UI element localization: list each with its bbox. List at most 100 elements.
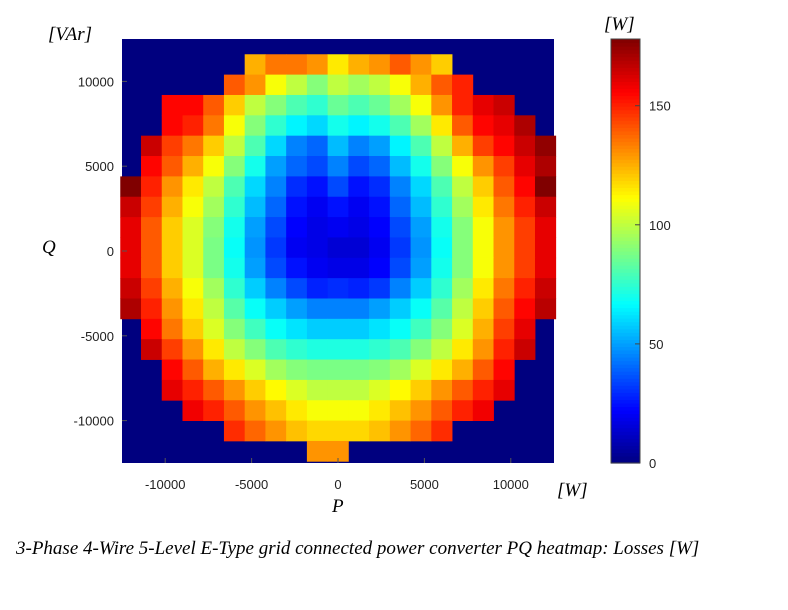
- colorbar-strip: [611, 452, 640, 457]
- heatmap-cell: [452, 318, 474, 340]
- colorbar-strip: [611, 311, 640, 316]
- heatmap-cell: [389, 176, 411, 198]
- colorbar-strip: [611, 364, 640, 369]
- heatmap-cell: [182, 359, 204, 381]
- heatmap-cell: [182, 156, 204, 177]
- heatmap-cell: [389, 237, 411, 259]
- heatmap-cell: [389, 400, 411, 421]
- heatmap-cell: [203, 359, 225, 381]
- colorbar-strip: [611, 307, 640, 312]
- heatmap-cell: [286, 339, 308, 360]
- heatmap-cell: [493, 298, 515, 320]
- heatmap-cell: [493, 196, 515, 218]
- heatmap-cell: [286, 176, 308, 198]
- heatmap-cell: [306, 156, 329, 177]
- colorbar-strip: [611, 130, 640, 135]
- heatmap-cell: [265, 135, 287, 157]
- heatmap-cell: [265, 94, 287, 116]
- heatmap-cell: [452, 115, 474, 137]
- heatmap-cell: [244, 359, 266, 381]
- heatmap-cell: [265, 257, 287, 279]
- heatmap-cell: [472, 156, 494, 177]
- colorbar-strip: [611, 137, 640, 143]
- heatmap-cell: [306, 379, 329, 401]
- colorbar-strip: [611, 95, 640, 100]
- heatmap-cell: [514, 318, 536, 340]
- heatmap-cell: [472, 115, 494, 137]
- heatmap-cell: [348, 135, 370, 157]
- heatmap-cell: [286, 54, 308, 76]
- colorbar-strip: [611, 321, 640, 326]
- heatmap-cell: [265, 379, 287, 401]
- heatmap-cell: [369, 318, 391, 340]
- heatmap-cell: [493, 217, 515, 238]
- heatmap-cell: [223, 318, 246, 340]
- heatmap-cell: [141, 298, 163, 320]
- heatmap-cell: [348, 156, 370, 177]
- heatmap-cell: [327, 298, 349, 320]
- heatmap-cell: [265, 278, 287, 299]
- heatmap-cell: [348, 359, 370, 381]
- heatmap-cell: [534, 176, 557, 198]
- heatmap-cell: [265, 359, 287, 381]
- heatmap-cell: [472, 176, 494, 198]
- heatmap-cell: [306, 217, 329, 238]
- heatmap-cell: [472, 318, 494, 340]
- heatmap-cell: [389, 318, 411, 340]
- colorbar-strip: [611, 243, 640, 249]
- colorbar-strip: [611, 441, 640, 446]
- heatmap-cell: [203, 257, 225, 279]
- heatmap-cell: [369, 339, 391, 360]
- heatmap-cell: [244, 115, 266, 137]
- heatmap-cell: [493, 278, 515, 299]
- heatmap-cell: [493, 379, 515, 401]
- heatmap-cell: [306, 74, 329, 96]
- heatmap-cell: [244, 196, 266, 218]
- colorbar-strip: [611, 265, 640, 270]
- heatmap-cell: [223, 298, 246, 320]
- colorbar-strip: [611, 279, 640, 284]
- heatmap-cell: [389, 217, 411, 238]
- colorbar-strip: [611, 53, 640, 58]
- colorbar-strip: [611, 222, 640, 227]
- heatmap-cell: [514, 156, 536, 177]
- heatmap-cell: [182, 339, 204, 360]
- heatmap-cell: [431, 298, 453, 320]
- heatmap-cell: [514, 278, 536, 299]
- colorbar-strip: [611, 360, 640, 365]
- colorbar-strip: [611, 247, 640, 252]
- heatmap-cell: [452, 298, 474, 320]
- heatmap-cell: [182, 217, 204, 238]
- heatmap-cell: [306, 420, 329, 442]
- heatmap-cell: [534, 156, 557, 177]
- colorbar-strip: [611, 229, 640, 234]
- heatmap-cell: [514, 135, 536, 157]
- heatmap-cell: [493, 318, 515, 340]
- colorbar-strip: [611, 148, 640, 153]
- heatmap-cell: [244, 278, 266, 299]
- colorbar-strip: [611, 339, 640, 344]
- colorbar-strip: [611, 417, 640, 422]
- colorbar-strip: [611, 286, 640, 291]
- heatmap-cell: [244, 135, 266, 157]
- heatmap-cell: [514, 298, 536, 320]
- heatmap-cell: [410, 74, 432, 96]
- heatmap-cell: [369, 196, 391, 218]
- heatmap-cell: [327, 196, 349, 218]
- colorbar-tick-label: 100: [649, 218, 671, 233]
- heatmap-cell: [452, 135, 474, 157]
- x-axis-ticks: -10000 -5000 0 5000 10000: [145, 458, 529, 492]
- colorbar-strip: [611, 102, 640, 107]
- heatmap-cell: [493, 156, 515, 177]
- heatmap-cell: [265, 420, 287, 442]
- heatmap-cell: [161, 115, 183, 137]
- colorbar-strip: [611, 134, 640, 139]
- heatmap-cell: [327, 420, 349, 442]
- heatmap-cell: [286, 237, 308, 259]
- heatmap-cell: [286, 257, 308, 279]
- heatmap-cell: [534, 298, 557, 320]
- heatmap-cell: [306, 278, 329, 299]
- colorbar-strip: [611, 282, 640, 287]
- heatmap-cell: [141, 318, 163, 340]
- heatmap-cell: [203, 94, 225, 116]
